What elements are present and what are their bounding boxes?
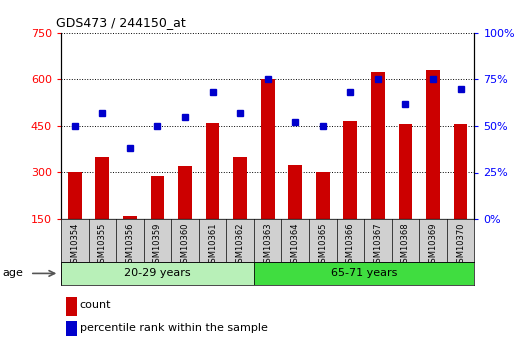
Text: GSM10369: GSM10369 [429,223,437,268]
Text: GSM10360: GSM10360 [181,223,189,268]
Bar [371,71,385,219]
Bar [233,157,247,219]
Bar [316,172,330,219]
Bar [454,124,467,219]
Bar [61,262,254,285]
Text: GSM10355: GSM10355 [98,223,107,268]
Text: GSM10365: GSM10365 [319,223,327,268]
Bar [343,121,357,219]
Bar [206,123,219,219]
Text: percentile rank within the sample: percentile rank within the sample [80,323,267,333]
Bar [178,166,192,219]
Text: GSM10363: GSM10363 [263,223,272,268]
Text: GSM10368: GSM10368 [401,223,410,268]
Text: count: count [80,300,111,310]
Text: GSM10364: GSM10364 [291,223,299,268]
Text: GSM10366: GSM10366 [346,223,355,268]
Bar [426,70,440,219]
Text: GSM10356: GSM10356 [126,223,134,268]
Text: GSM10362: GSM10362 [236,223,244,268]
Text: GSM10367: GSM10367 [374,223,382,268]
Bar [151,176,164,219]
Text: GSM10359: GSM10359 [153,223,162,268]
Text: GSM10370: GSM10370 [456,223,465,268]
Bar [95,157,109,219]
Bar [254,262,474,285]
Text: GDS473 / 244150_at: GDS473 / 244150_at [56,16,186,29]
Bar [261,79,275,219]
Text: 20-29 years: 20-29 years [124,268,191,278]
Text: GSM10361: GSM10361 [208,223,217,268]
Bar [123,216,137,219]
Text: age: age [3,268,23,278]
Bar [399,124,412,219]
Text: 65-71 years: 65-71 years [331,268,398,278]
Bar [68,172,82,219]
Bar [288,165,302,219]
Text: GSM10354: GSM10354 [70,223,79,268]
